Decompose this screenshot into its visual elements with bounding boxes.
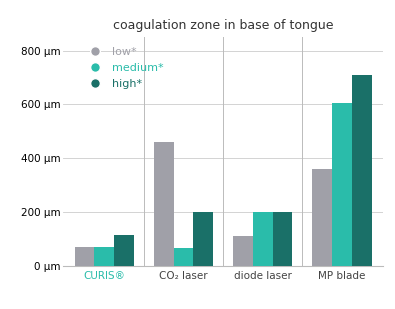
Bar xyxy=(332,103,352,266)
Bar xyxy=(253,212,273,266)
Bar xyxy=(273,212,292,266)
Bar xyxy=(75,247,94,266)
Legend: low*, medium*, high*: low*, medium*, high* xyxy=(81,45,166,91)
Bar xyxy=(312,169,332,266)
Bar xyxy=(174,248,194,266)
Bar xyxy=(233,236,253,266)
Bar xyxy=(352,75,372,266)
Bar xyxy=(154,142,174,266)
Bar xyxy=(194,212,213,266)
Title: coagulation zone in base of tongue: coagulation zone in base of tongue xyxy=(113,19,333,32)
Bar xyxy=(114,235,134,266)
Bar xyxy=(94,247,114,266)
